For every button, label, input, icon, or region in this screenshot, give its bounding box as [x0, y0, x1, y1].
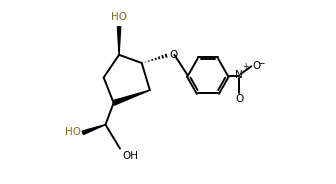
Text: OH: OH	[122, 151, 138, 161]
Text: O: O	[169, 50, 177, 60]
Polygon shape	[118, 27, 121, 55]
Polygon shape	[113, 90, 150, 105]
Text: O: O	[235, 94, 243, 104]
Text: +: +	[242, 62, 249, 71]
Text: HO: HO	[65, 127, 81, 137]
Text: N: N	[235, 70, 243, 80]
Text: HO: HO	[111, 12, 127, 22]
Text: −: −	[257, 58, 264, 67]
Text: O: O	[252, 61, 261, 70]
Polygon shape	[82, 125, 106, 135]
